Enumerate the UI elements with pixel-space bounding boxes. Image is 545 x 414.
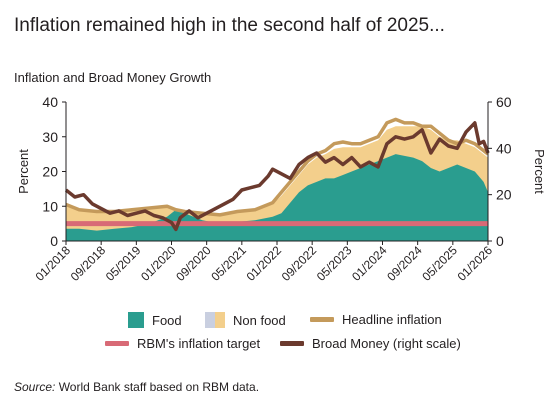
x-tick-label: 05/2025 [419, 243, 460, 284]
y-axis-title-right: Percent [532, 149, 545, 194]
source-note: Source: World Bank staff based on RBM da… [14, 380, 259, 394]
legend-swatch-food [128, 312, 144, 328]
legend-item-target: RBM's inflation target [105, 336, 260, 351]
x-tick-label: 09/2024 [384, 243, 425, 284]
legend-item-non-food: Non food [205, 312, 286, 328]
legend-label-non-food: Non food [233, 312, 286, 328]
y-tick-label-right: 40 [496, 140, 512, 156]
y-tick-label-left: 20 [42, 164, 58, 180]
legend-label-broad-money: Broad Money (right scale) [312, 336, 461, 351]
legend-item-food: Food [128, 312, 182, 328]
x-tick-label: 01/2026 [455, 243, 496, 284]
legend-swatch-target [105, 341, 129, 346]
x-tick-label: 01/2024 [349, 243, 390, 284]
y-tick-label-right: 20 [496, 187, 512, 203]
x-tick-label: 05/2019 [103, 243, 144, 284]
x-tick-label: 09/2020 [173, 243, 214, 284]
x-tick-label: 09/2018 [68, 243, 109, 284]
y-tick-label-left: 40 [42, 94, 58, 110]
legend-label-food: Food [152, 312, 182, 328]
y-axis-title-left: Percent [16, 149, 31, 194]
y-tick-label-left: 30 [42, 129, 58, 145]
chart-subtitle: Inflation and Broad Money Growth [14, 70, 212, 85]
source-text: World Bank staff based on RBM data. [55, 380, 260, 394]
x-tick-label: 09/2022 [279, 243, 320, 284]
y-tick-label-right: 0 [496, 233, 504, 249]
broad-money-line [64, 121, 490, 232]
legend-item-broad-money: Broad Money (right scale) [280, 336, 461, 351]
legend-swatch-headline [310, 317, 334, 322]
y-tick-label-left: 0 [50, 233, 58, 249]
food-area [66, 154, 488, 241]
y-tick-label-left: 10 [42, 198, 58, 214]
legend-label-headline: Headline inflation [342, 312, 442, 327]
x-tick-label: 01/2022 [244, 243, 285, 284]
legend-swatch-broad-money [280, 341, 304, 346]
x-tick-label: 01/2018 [33, 243, 74, 284]
x-tick-label: 05/2021 [208, 243, 249, 284]
x-tick-label: 01/2020 [138, 243, 179, 284]
source-label: Source: [14, 380, 56, 394]
legend-swatch-non-food [205, 312, 225, 328]
y-tick-label-right: 60 [496, 94, 512, 110]
legend-item-headline: Headline inflation [310, 312, 442, 327]
legend-label-target: RBM's inflation target [137, 336, 261, 351]
headline-inflation-line [65, 117, 490, 217]
chart-title: Inflation remained high in the second ha… [14, 15, 445, 36]
inflation-chart: 010203040020406001/201809/201805/201901/… [16, 94, 545, 284]
x-tick-label: 05/2023 [314, 243, 355, 284]
